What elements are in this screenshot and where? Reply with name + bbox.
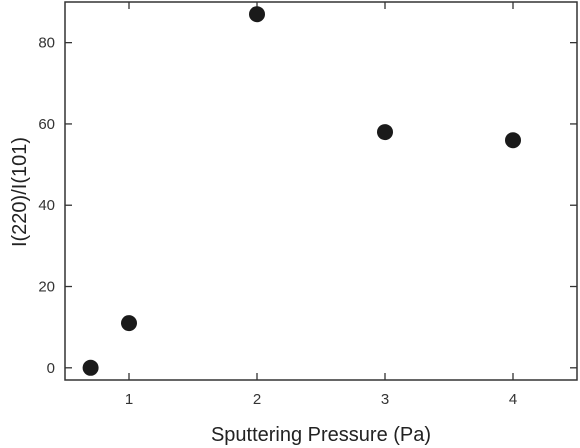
y-tick-label-2: 40 [38,197,55,214]
data-point-0-1 [121,315,137,332]
x-axis: 1 2 3 4 [125,2,517,408]
x-tick-label-3: 4 [509,391,517,408]
x-tick-label-1: 2 [253,391,261,408]
x-tick-label-2: 3 [381,391,389,408]
data-points [82,6,521,376]
x-axis-title: Sputtering Pressure (Pa) [211,424,431,446]
y-tick-label-1: 20 [38,279,55,296]
y-tick-label-0: 0 [47,360,55,377]
y-axis-title: I(220)/I(101) [9,137,31,247]
data-point-0-4 [505,132,521,149]
data-point-0-3 [377,124,393,141]
y-tick-label-3: 60 [38,116,55,133]
data-point-0-0 [82,359,99,376]
x-tick-label-0: 1 [125,391,133,408]
y-axis: 0 20 40 60 80 [38,35,577,377]
y-tick-label-4: 80 [38,35,55,52]
data-point-0-2 [249,6,265,23]
plot-frame [64,1,578,381]
